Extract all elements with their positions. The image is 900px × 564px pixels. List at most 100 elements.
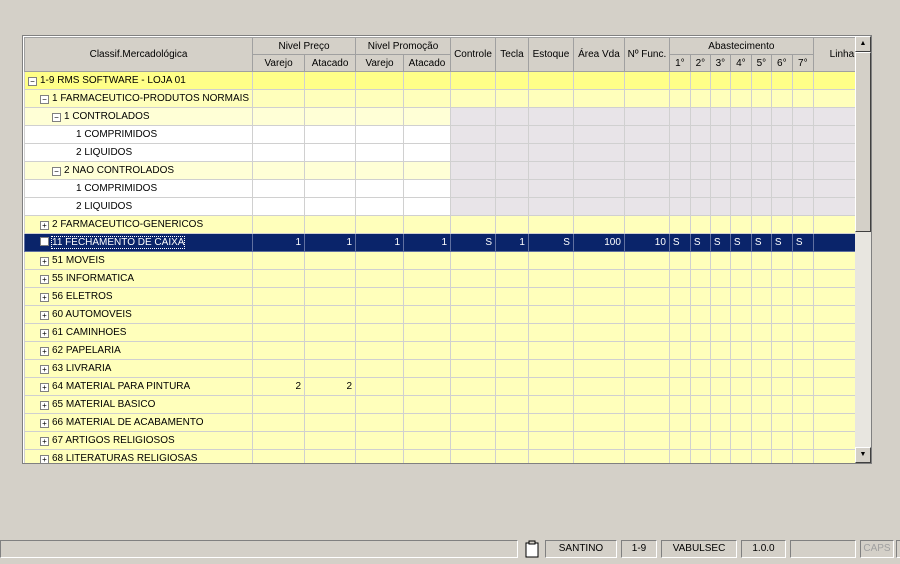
tree-cell[interactable]: +67 ARTIGOS RELIGIOSOS — [23, 431, 254, 450]
cell[interactable] — [668, 71, 691, 90]
cell[interactable]: S — [770, 233, 793, 252]
cell[interactable] — [689, 305, 711, 324]
cell[interactable] — [572, 143, 625, 162]
cell[interactable]: 1 — [494, 233, 529, 252]
cell[interactable] — [729, 377, 752, 396]
cell[interactable] — [494, 287, 529, 306]
col-tecla[interactable]: Tecla — [494, 37, 529, 72]
cell[interactable] — [304, 431, 357, 450]
cell[interactable] — [623, 359, 670, 378]
cell[interactable] — [770, 143, 793, 162]
cell[interactable] — [709, 89, 731, 108]
cell[interactable] — [729, 161, 752, 180]
cell[interactable] — [729, 107, 752, 126]
cell[interactable] — [572, 89, 625, 108]
cell[interactable] — [527, 377, 574, 396]
table-row[interactable]: +60 AUTOMOVEIS — [23, 305, 871, 324]
cell[interactable] — [750, 395, 772, 414]
col-preco-varejo[interactable]: Varejo — [252, 54, 306, 72]
cell[interactable] — [689, 125, 711, 144]
cell[interactable] — [494, 71, 529, 90]
cell[interactable] — [252, 89, 306, 108]
cell[interactable] — [450, 305, 496, 324]
cell[interactable] — [623, 107, 670, 126]
expand-icon[interactable]: + — [40, 221, 49, 230]
expand-icon[interactable]: + — [40, 455, 49, 463]
cell[interactable] — [527, 449, 574, 463]
cell[interactable] — [304, 251, 357, 270]
cell[interactable] — [355, 179, 405, 198]
cell[interactable] — [729, 251, 752, 270]
cell[interactable] — [791, 107, 814, 126]
cell[interactable] — [527, 197, 574, 216]
cell[interactable] — [770, 449, 793, 463]
cell[interactable] — [770, 431, 793, 450]
cell[interactable] — [770, 269, 793, 288]
cell[interactable] — [252, 197, 306, 216]
cell[interactable] — [450, 179, 496, 198]
cell[interactable] — [450, 449, 496, 463]
table-row[interactable]: +66 MATERIAL DE ACABAMENTO — [23, 413, 871, 432]
arrow-up-icon[interactable]: ▲ — [855, 36, 871, 52]
cell[interactable] — [252, 413, 306, 432]
cell[interactable] — [450, 359, 496, 378]
cell[interactable] — [791, 305, 814, 324]
cell[interactable] — [750, 341, 772, 360]
cell[interactable] — [304, 269, 357, 288]
cell[interactable] — [572, 179, 625, 198]
cell[interactable] — [304, 413, 357, 432]
cell[interactable]: 10 — [623, 233, 670, 252]
cell[interactable] — [770, 413, 793, 432]
cell[interactable] — [750, 107, 772, 126]
table-row[interactable]: +65 MATERIAL BASICO — [23, 395, 871, 414]
cell[interactable] — [623, 287, 670, 306]
collapse-icon[interactable]: − — [52, 113, 61, 122]
cell[interactable]: 100 — [572, 233, 625, 252]
cell[interactable] — [791, 377, 814, 396]
tree-cell[interactable]: −1 FARMACEUTICO-PRODUTOS NORMAIS — [23, 89, 254, 108]
cell[interactable] — [668, 251, 691, 270]
cell[interactable] — [623, 323, 670, 342]
expand-icon[interactable]: + — [40, 383, 49, 392]
cell[interactable] — [527, 305, 574, 324]
tree-cell[interactable]: 1 COMPRIMIDOS — [23, 125, 254, 144]
cell[interactable] — [750, 377, 772, 396]
cell[interactable] — [527, 89, 574, 108]
cell[interactable] — [750, 305, 772, 324]
cell[interactable] — [527, 359, 574, 378]
cell[interactable] — [709, 269, 731, 288]
cell[interactable] — [770, 395, 793, 414]
cell[interactable] — [304, 89, 357, 108]
cell[interactable] — [403, 269, 451, 288]
cell[interactable] — [527, 71, 574, 90]
cell[interactable] — [572, 71, 625, 90]
cell[interactable] — [770, 341, 793, 360]
cell[interactable]: S — [709, 233, 731, 252]
cell[interactable] — [709, 107, 731, 126]
cell[interactable] — [668, 215, 691, 234]
cell[interactable] — [750, 431, 772, 450]
cell[interactable] — [403, 107, 451, 126]
cell[interactable] — [252, 179, 306, 198]
cell[interactable] — [770, 323, 793, 342]
cell[interactable] — [689, 449, 711, 463]
cell[interactable] — [668, 197, 691, 216]
cell[interactable] — [355, 161, 405, 180]
cell[interactable] — [709, 413, 731, 432]
cell[interactable] — [668, 431, 691, 450]
cell[interactable] — [791, 143, 814, 162]
cell[interactable] — [572, 377, 625, 396]
cell[interactable] — [729, 323, 752, 342]
cell[interactable] — [689, 197, 711, 216]
cell[interactable] — [252, 341, 306, 360]
cell[interactable] — [770, 179, 793, 198]
cell[interactable] — [403, 215, 451, 234]
cell[interactable]: 1 — [403, 233, 451, 252]
expand-icon[interactable]: + — [40, 401, 49, 410]
tree-cell[interactable]: +64 MATERIAL PARA PINTURA — [23, 377, 254, 396]
cell[interactable] — [355, 449, 405, 463]
col-dia-1[interactable]: 1° — [668, 54, 691, 72]
cell[interactable] — [494, 251, 529, 270]
cell[interactable] — [689, 269, 711, 288]
cell[interactable] — [403, 359, 451, 378]
